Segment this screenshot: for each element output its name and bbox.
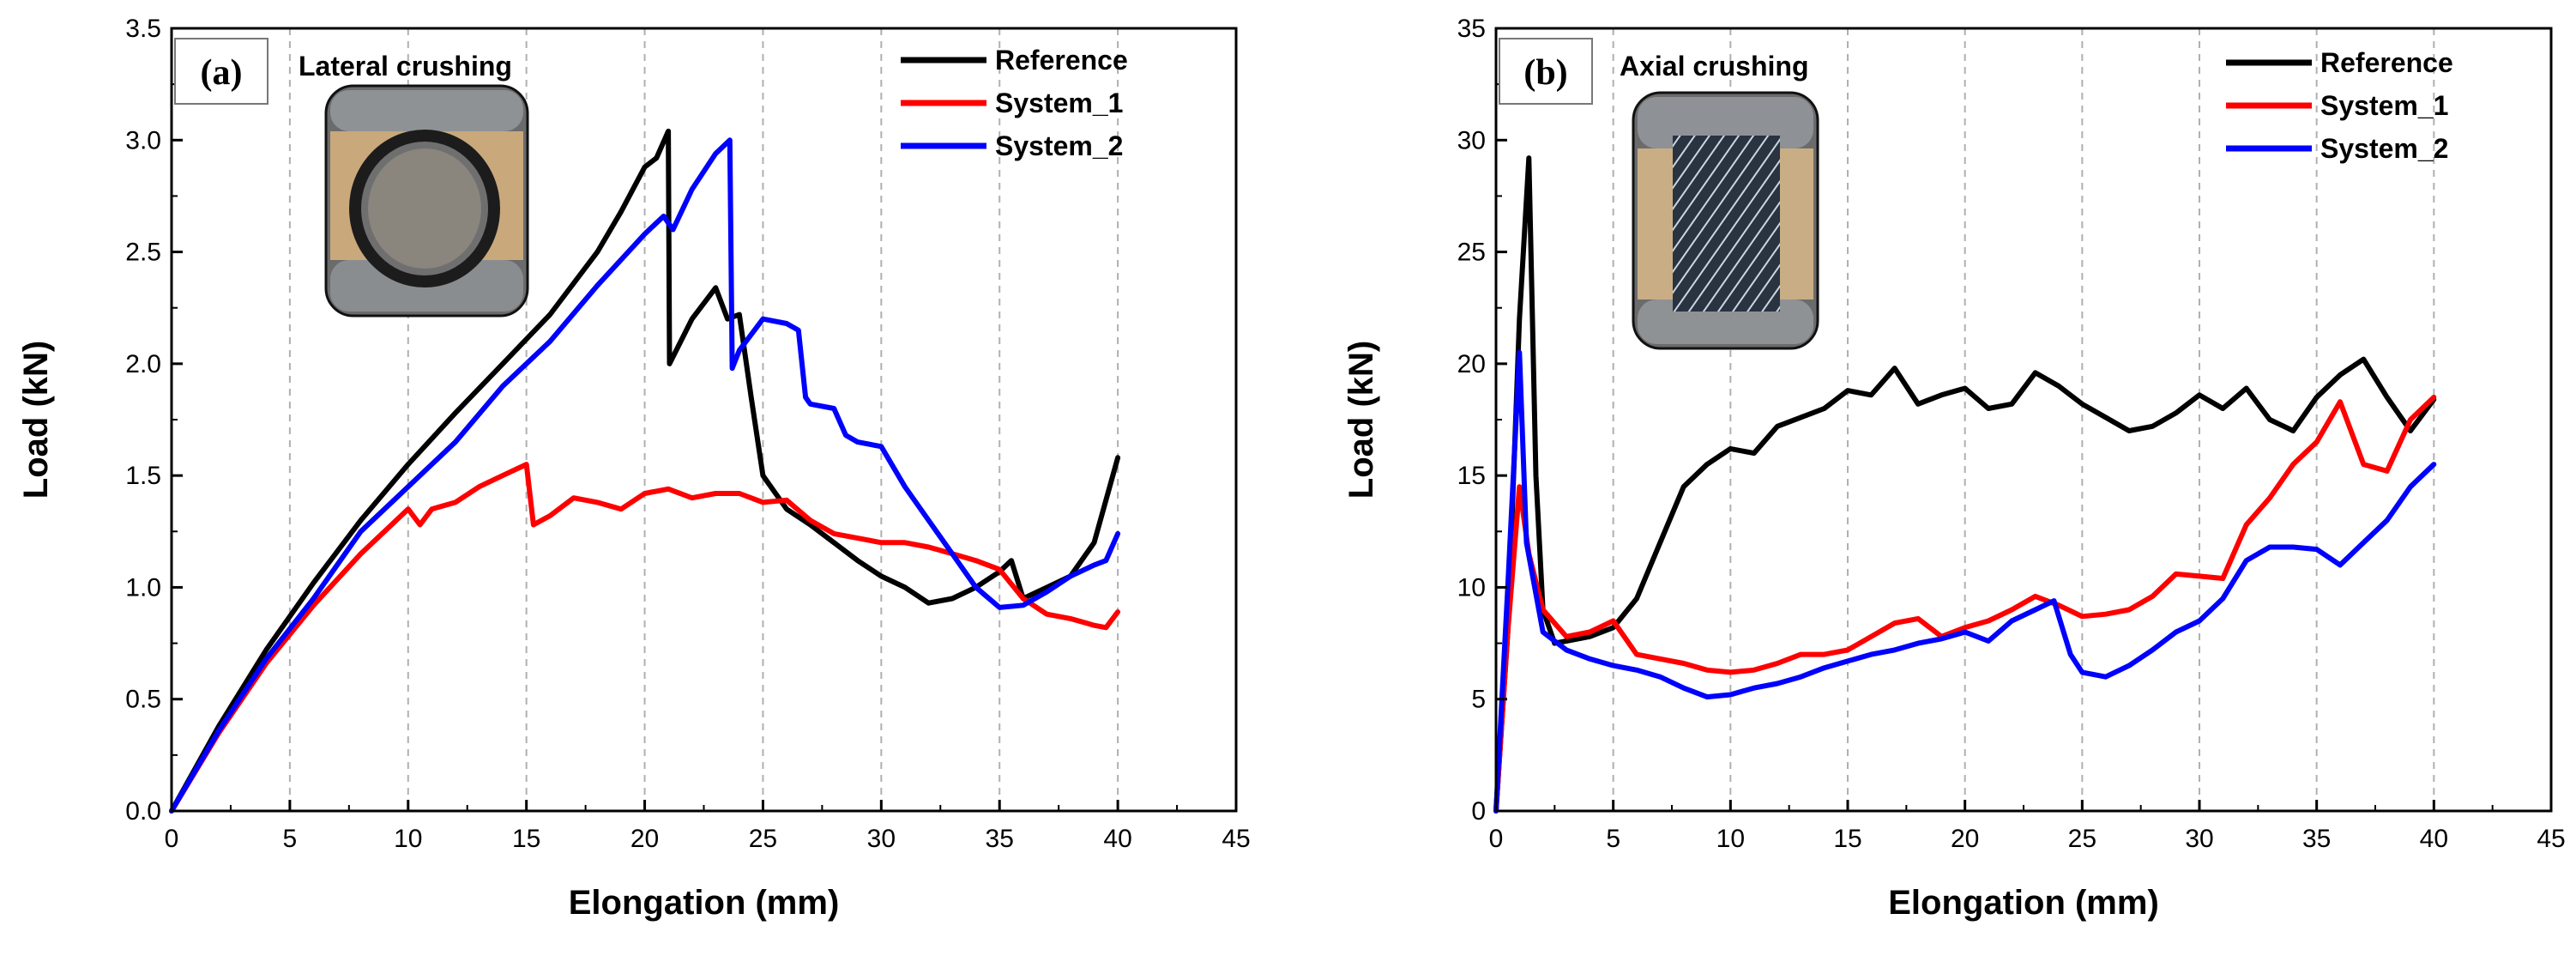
panel-b-tag: (b) — [1499, 38, 1593, 105]
panel-a-series-system-2 — [169, 137, 1121, 814]
panel-a-legend: Reference System_1 System_2 — [901, 45, 1128, 161]
panel-b-y-tick-label: 0 — [1471, 797, 1486, 826]
panel-a-y-tick-label: 3.0 — [125, 126, 161, 154]
panel-b-legend-label: System_1 — [2320, 90, 2448, 121]
panel-a-y-tick-label: 1.5 — [125, 462, 161, 490]
panel-a-series-system-1 — [169, 462, 1121, 814]
panel-a-y-tick-label: 0.5 — [125, 686, 161, 714]
panel-b-x-tick-label: 30 — [2185, 825, 2213, 853]
panel-b-y-tick-label: 5 — [1471, 686, 1486, 714]
panel-a-inset-photo — [324, 84, 529, 318]
panel-b-legend-label: Reference — [2320, 47, 2453, 78]
panel-b-y-tick-label: 20 — [1457, 350, 1486, 378]
panel-a-legend-label: Reference — [995, 45, 1128, 76]
panel-b-axial-crushing: 0 5 10 15 20 25 30 35 40 45 0 5 10 15 20 25 30 35 Elongati… — [1342, 15, 2566, 922]
panel-a-x-tick-label: 30 — [867, 825, 896, 853]
panel-b-x-tick-label: 0 — [1489, 825, 1504, 853]
panel-a-x-tick-label: 35 — [986, 825, 1014, 853]
panel-a-x-tick-label: 5 — [283, 825, 298, 853]
panel-a-inset-title: Lateral crushing — [299, 51, 512, 82]
panel-a-x-tick-label: 45 — [1222, 825, 1250, 853]
panel-b-y-tick-label: 10 — [1457, 573, 1486, 602]
panel-a-tag: (a) — [174, 38, 268, 105]
panel-a-tag-label: (a) — [201, 53, 243, 93]
panel-b-inset-photo — [1632, 91, 1819, 350]
panel-a-x-tick-label: 25 — [749, 825, 777, 853]
panel-a-x-tick-label: 40 — [1103, 825, 1131, 853]
panel-b-x-tick-label: 40 — [2420, 825, 2448, 853]
panel-b-tag-label: (b) — [1523, 53, 1567, 93]
panel-a-lateral-crushing: 0 5 10 15 20 25 30 35 40 45 0.0 0.5 1.0 1.5 2.0 2.5 3.0 3… — [17, 15, 1251, 922]
panel-b-x-tick-label: 35 — [2302, 825, 2331, 853]
panel-b-legend-label: System_2 — [2320, 133, 2448, 164]
panel-a-axes-frame — [170, 27, 1238, 813]
panel-a-y-tick-label: 2.5 — [125, 239, 161, 267]
panel-a-y-tick-label: 2.0 — [125, 350, 161, 378]
panel-a-x-tick-label: 10 — [394, 825, 422, 853]
panel-b-x-tick-label: 5 — [1606, 825, 1620, 853]
panel-a-y-axis-title: Load (kN) — [17, 341, 55, 499]
panel-b-series-reference — [1493, 155, 2437, 814]
panel-b-plot-area: 0 5 10 15 20 25 30 35 40 45 0 5 10 15 20 25 30 35 Elongati… — [1342, 15, 2566, 922]
panel-b-x-axis-title: Elongation (mm) — [1888, 884, 2159, 922]
panel-a-x-tick-label: 15 — [512, 825, 540, 853]
panel-b-y-tick-label: 30 — [1457, 126, 1486, 154]
panel-b-x-tick-label: 20 — [1951, 825, 1979, 853]
panel-b-x-tick-label: 25 — [2068, 825, 2096, 853]
panel-a-y-tick-label: 1.0 — [125, 573, 161, 602]
panel-b-y-tick-label: 15 — [1457, 462, 1486, 490]
panel-b-y-tick-label: 25 — [1457, 239, 1486, 267]
panel-a-legend-label: System_2 — [995, 130, 1123, 161]
panel-b-series-system-2 — [1493, 349, 2437, 814]
panel-b-x-tick-label: 45 — [2537, 825, 2565, 853]
panel-a-x-tick-label: 0 — [165, 825, 179, 853]
panel-a-y-tick-label: 0.0 — [125, 797, 161, 826]
panel-b-y-axis-title: Load (kN) — [1342, 341, 1380, 499]
panel-a-legend-label: System_1 — [995, 88, 1123, 118]
panel-b-axes-frame — [1494, 27, 2553, 813]
panel-b-inset-title: Axial crushing — [1620, 51, 1809, 82]
panel-a-x-tick-label: 20 — [630, 825, 659, 853]
panel-b-y-tick-label: 35 — [1457, 15, 1486, 43]
panel-a-x-axis-title: Elongation (mm) — [569, 884, 840, 922]
panel-b-x-tick-label: 15 — [1833, 825, 1861, 853]
panel-a-plot-area: 0 5 10 15 20 25 30 35 40 45 0.0 0.5 1.0 1.5 2.0 2.5 3.0 3… — [17, 15, 1251, 922]
panel-a-y-tick-label: 3.5 — [125, 15, 161, 43]
panel-b-legend: Reference System_1 System_2 — [2226, 47, 2453, 164]
panel-b-x-tick-label: 10 — [1716, 825, 1745, 853]
